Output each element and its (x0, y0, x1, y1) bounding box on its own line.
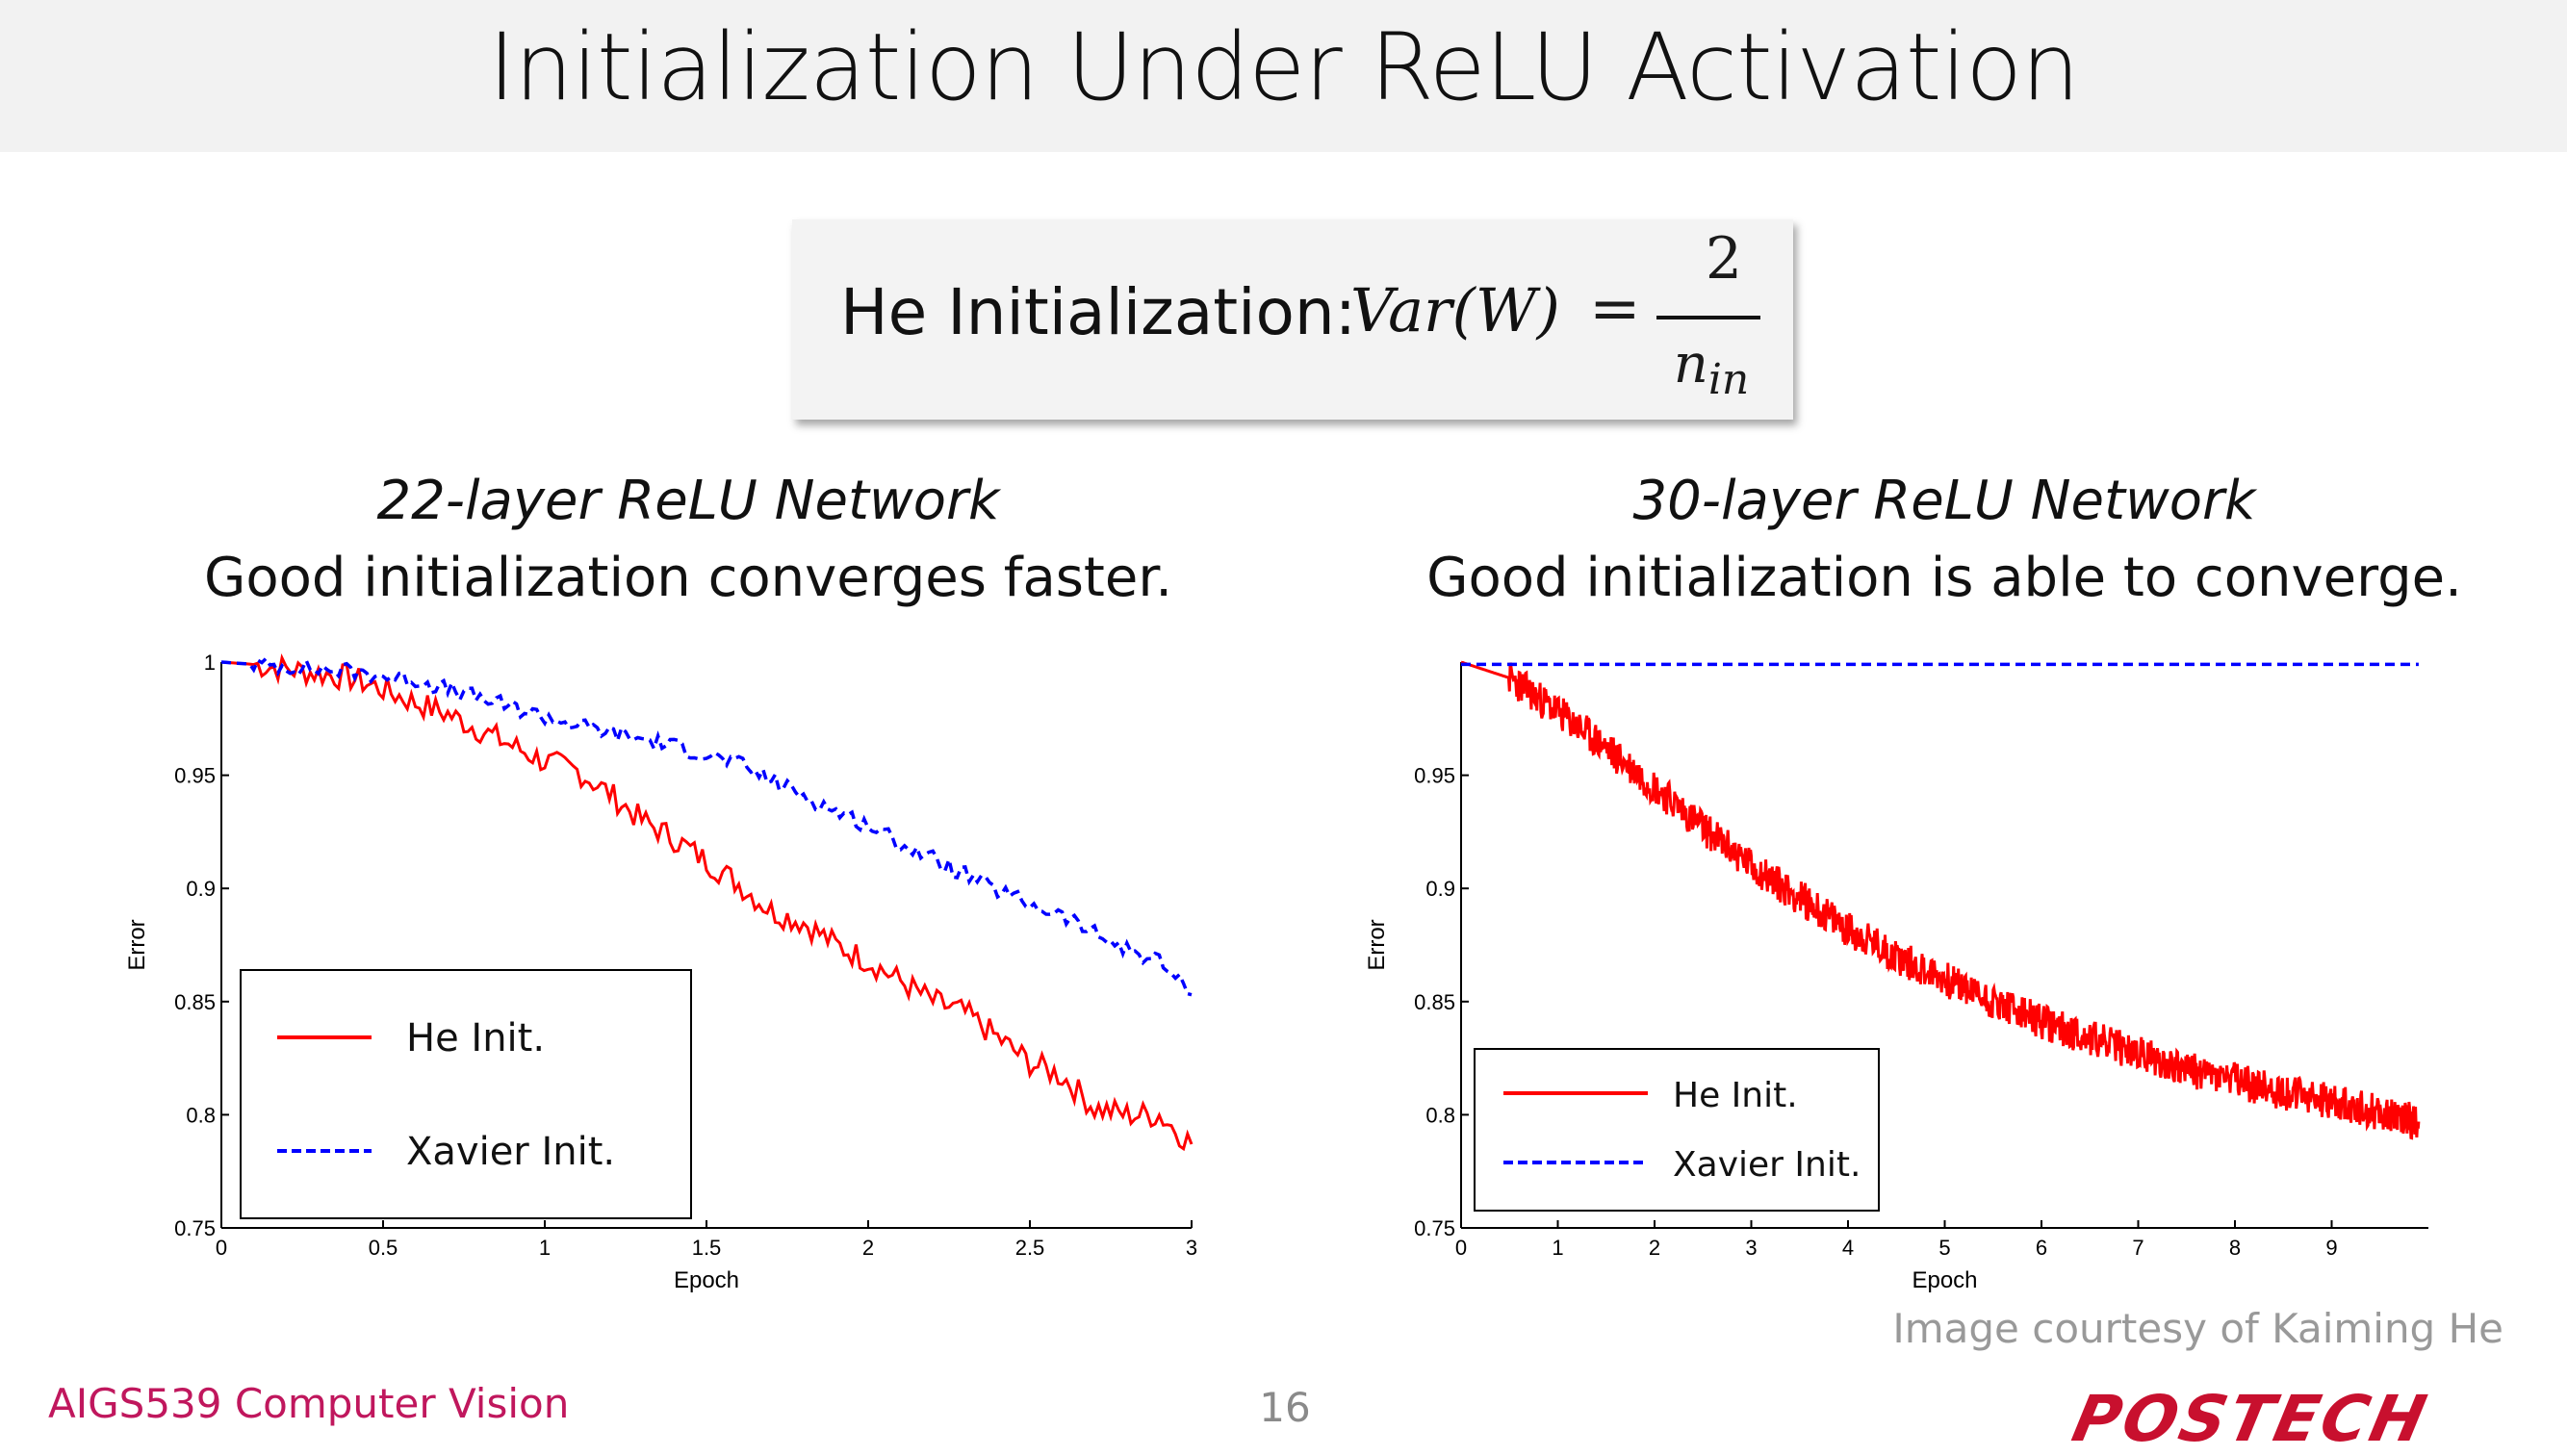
y-tick-label: 0.95 (1414, 764, 1455, 788)
x-tick-label: 8 (2229, 1236, 2241, 1260)
fraction-bar (1656, 316, 1760, 319)
x-tick-label: 0 (1455, 1236, 1467, 1260)
x-tick-label: 4 (1842, 1236, 1854, 1260)
formula-lhs: Var(W) (1350, 275, 1560, 345)
x-tick-label: 7 (2132, 1236, 2143, 1260)
x-tick-label: 5 (1938, 1236, 1950, 1260)
x-tick-label: 2 (862, 1236, 874, 1260)
x-tick-label: 3 (1186, 1236, 1197, 1260)
x-tick-label: 0.5 (369, 1236, 398, 1260)
x-tick-label: 1.5 (692, 1236, 722, 1260)
y-tick-label: 0.75 (1414, 1216, 1455, 1240)
left-panel-heading: 22-layer ReLU Network (376, 470, 1000, 532)
legend-xavier-label: Xavier Init. (1673, 1145, 1861, 1185)
x-tick-label: 0 (216, 1236, 227, 1260)
y-tick-label: 0.85 (1414, 990, 1455, 1014)
title-band (0, 0, 2567, 152)
postech-logo: POSTECH (2066, 1382, 2435, 1456)
legend-he-label: He Init. (406, 1016, 545, 1060)
y-tick-label: 0.85 (174, 990, 216, 1014)
formula-numerator: 2 (1705, 225, 1743, 293)
slide-title: Initialization Under ReLU Activation (488, 13, 2080, 121)
y-tick-label: 0.9 (1425, 877, 1455, 901)
legend-box (1474, 1048, 1880, 1212)
x-tick-label: 3 (1745, 1236, 1757, 1260)
xavier-init-line (220, 655, 1193, 997)
y-tick-label: 0.9 (186, 877, 216, 901)
x-axis-label: Epoch (1912, 1267, 1977, 1293)
x-tick-label: 6 (2036, 1236, 2047, 1260)
formula-denominator: nin (1673, 333, 1750, 405)
legend-box (240, 969, 692, 1219)
y-tick-label: 1 (204, 651, 216, 675)
x-tick-label: 1 (539, 1236, 551, 1260)
y-axis-label: Error (1364, 919, 1390, 970)
x-axis-label: Epoch (674, 1267, 739, 1293)
x-tick-label: 2.5 (1015, 1236, 1045, 1260)
x-tick-label: 9 (2325, 1236, 2337, 1260)
y-tick-label: 0.95 (174, 764, 216, 788)
x-tick-label: 1 (1552, 1236, 1563, 1260)
right-panel-heading: 30-layer ReLU Network (1632, 470, 2256, 532)
he-init-line (220, 653, 1194, 1152)
he-init-line (1460, 660, 2421, 1140)
y-tick-label: 0.75 (174, 1216, 216, 1240)
formula-label: He Initialization: (840, 275, 1356, 349)
y-tick-label: 0.8 (1425, 1103, 1455, 1127)
course-name: AIGS539 Computer Vision (48, 1380, 570, 1427)
y-axis-label: Error (124, 919, 150, 970)
formula-equals: = (1589, 273, 1641, 345)
image-courtesy: Image courtesy of Kaiming He (1892, 1305, 2503, 1352)
y-tick-label: 0.8 (186, 1103, 216, 1127)
formula-box: He Initialization: Var(W) = 2 nin (792, 219, 1793, 420)
legend-he-label: He Init. (1673, 1076, 1798, 1115)
right-panel-caption: Good initialization is able to converge. (1426, 547, 2462, 609)
left-panel-caption: Good initialization converges faster. (203, 547, 1173, 609)
x-tick-label: 2 (1649, 1236, 1660, 1260)
page-number: 16 (1259, 1384, 1311, 1431)
legend-xavier-label: Xavier Init. (406, 1130, 615, 1174)
